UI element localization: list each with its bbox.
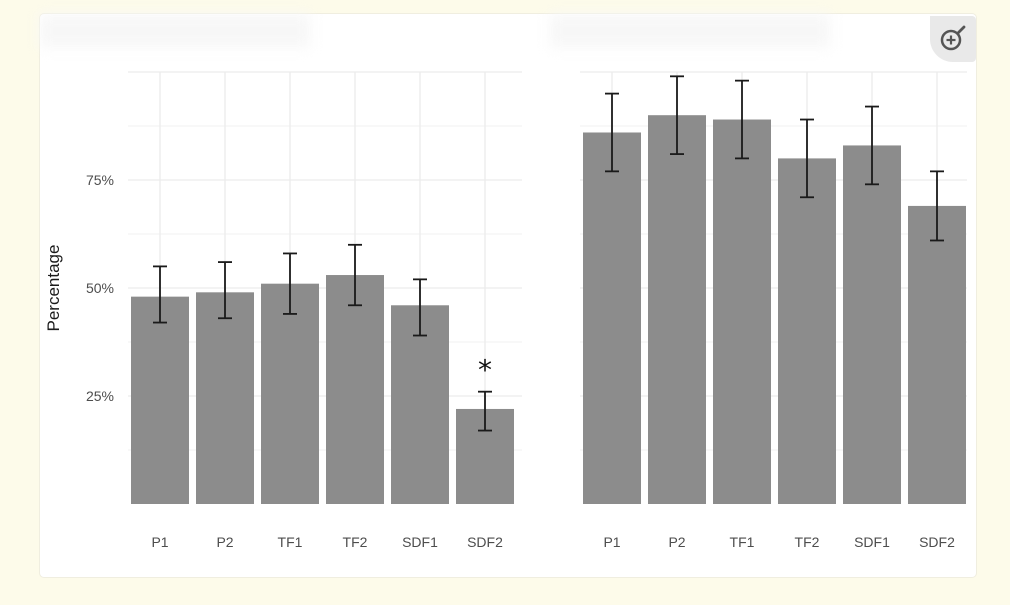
x-tick-label: TF1 (730, 534, 755, 550)
bar-sdf1 (843, 145, 901, 504)
bar-p1 (131, 296, 189, 504)
bar-tf1 (261, 283, 319, 504)
x-tick-label: SDF1 (854, 534, 890, 550)
bar-tf2 (326, 275, 384, 504)
bar-p1 (583, 132, 641, 505)
x-tick-label: TF2 (795, 534, 820, 550)
blurred-header-left (40, 14, 310, 48)
x-tick-label: P1 (151, 534, 168, 550)
zoom-button[interactable] (930, 16, 976, 62)
y-axis-title: Percentage (44, 245, 63, 332)
y-tick-label: 50% (86, 280, 114, 296)
bar-tf1 (713, 119, 771, 505)
bar-p2 (196, 292, 254, 504)
bar-p2 (648, 115, 706, 504)
bar-tf2 (778, 158, 836, 504)
x-tick-label: P1 (603, 534, 620, 550)
zoom-in-icon (940, 25, 966, 51)
x-tick-label: SDF2 (919, 534, 955, 550)
significance-annotation: * (478, 354, 492, 387)
x-tick-label: P2 (668, 534, 685, 550)
x-tick-label: SDF1 (402, 534, 438, 550)
bar-sdf1 (391, 305, 449, 504)
x-tick-label: SDF2 (467, 534, 503, 550)
y-tick-label: 75% (86, 172, 114, 188)
y-tick-label: 25% (86, 388, 114, 404)
x-tick-label: P2 (216, 534, 233, 550)
blurred-header-right (550, 14, 830, 48)
x-tick-label: TF1 (278, 534, 303, 550)
bar-sdf2 (908, 205, 966, 505)
x-tick-label: TF2 (343, 534, 368, 550)
